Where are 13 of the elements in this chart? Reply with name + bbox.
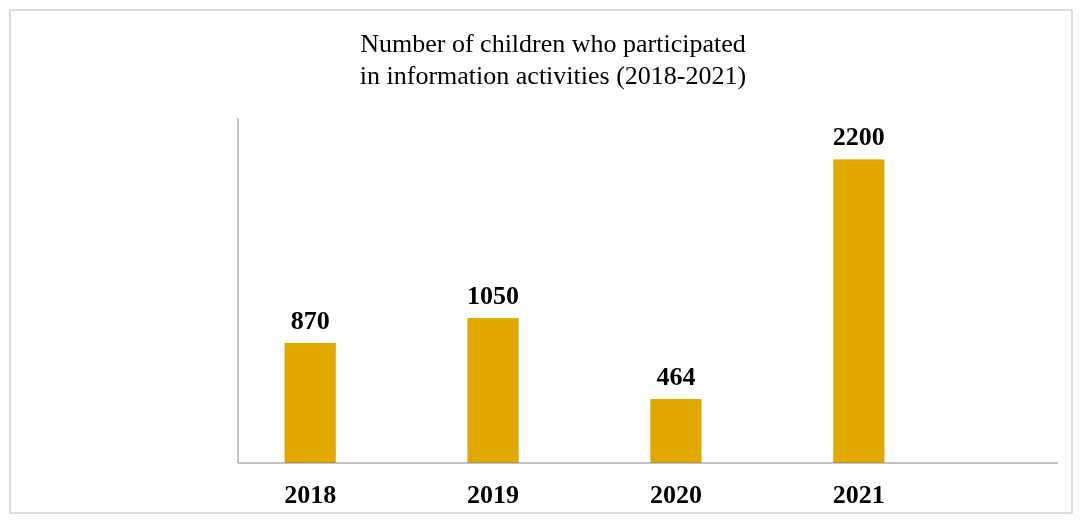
x-tick-label: 2018 — [284, 480, 337, 509]
x-tick-label: 2021 — [832, 480, 885, 509]
data-label: 870 — [290, 305, 330, 335]
x-tick-label: 2019 — [467, 480, 520, 509]
data-label: 1050 — [467, 281, 520, 311]
data-label: 464 — [656, 361, 696, 391]
data-label: 2200 — [832, 122, 885, 152]
chart-title: Number of children who participated in information activities (2018-2021) — [359, 29, 747, 90]
bar — [833, 159, 885, 463]
bar — [650, 398, 702, 463]
bar — [284, 342, 336, 463]
x-tick-label: 2020 — [649, 480, 702, 509]
bar — [467, 318, 519, 463]
